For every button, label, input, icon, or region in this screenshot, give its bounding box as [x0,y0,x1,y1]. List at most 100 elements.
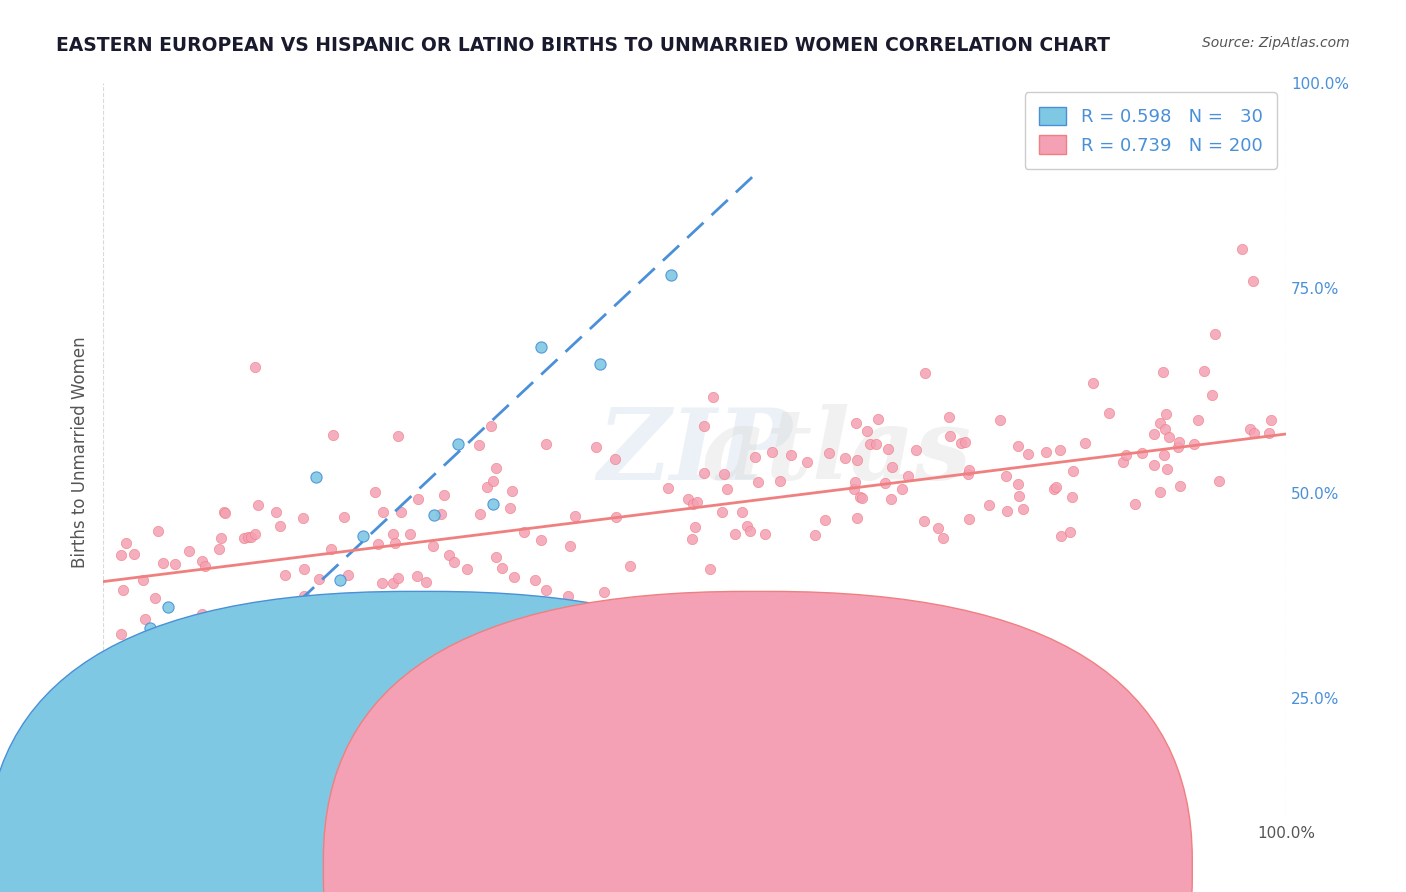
Point [389,505,412,519]
Point [814,513,837,527]
Point [873,475,896,490]
Point [585,440,607,454]
Point [333,626,356,640]
Point [977,499,1000,513]
Point [292,561,315,575]
Point [368,595,391,609]
Point [406,569,429,583]
Point [1243,425,1265,440]
Point [713,467,735,482]
Point [513,525,536,540]
Point [371,576,394,591]
Point [1059,525,1081,540]
Point [139,621,162,635]
Point [501,484,523,499]
Point [724,527,747,541]
Point [257,690,280,704]
Point [957,463,980,477]
Point [1115,448,1137,462]
Point [468,438,491,452]
Point [735,519,758,533]
Point [352,529,374,543]
Point [415,574,437,589]
Point [686,494,709,508]
Point [845,416,868,430]
Point [534,436,557,450]
Point [1239,422,1261,436]
Text: ZIP: ZIP [598,404,792,500]
Point [603,451,626,466]
Text: atlas: atlas [702,404,972,500]
Point [499,501,522,516]
Point [754,527,776,541]
Point [232,531,254,545]
Point [336,568,359,582]
Point [931,532,953,546]
Point [110,626,132,640]
Point [387,429,409,443]
Point [322,640,344,655]
Point [114,535,136,549]
Point [190,607,212,622]
Point [880,491,903,506]
Point [388,606,411,620]
Point [321,541,343,556]
Point [564,509,586,524]
Point [305,470,328,484]
Point [145,745,167,759]
Point [1112,455,1135,469]
Point [243,360,266,375]
Point [447,437,470,451]
Point [1062,465,1084,479]
Point [938,410,960,425]
Point [558,539,581,553]
Point [1074,436,1097,450]
Point [522,685,544,699]
Point [744,450,766,464]
Point [367,537,389,551]
Point [233,719,256,733]
Point [180,729,202,743]
Point [134,612,156,626]
Point [443,555,465,569]
Point [1045,480,1067,494]
Point [731,505,754,519]
Point [212,505,235,519]
Point [269,519,291,533]
Point [157,600,180,615]
Point [214,506,236,520]
Point [143,591,166,605]
Point [1159,430,1181,444]
Point [332,509,354,524]
Point [174,660,197,674]
Point [132,574,155,588]
Point [905,442,928,457]
Point [865,437,887,451]
Point [876,442,898,456]
Point [1081,376,1104,391]
Point [191,554,214,568]
Point [681,532,703,546]
Point [1007,476,1029,491]
Point [859,437,882,451]
Point [112,583,135,598]
Point [844,475,866,489]
Point [834,451,856,466]
Point [530,340,553,354]
Point [851,491,873,505]
Point [657,481,679,495]
Point [292,511,315,525]
Point [381,575,404,590]
Point [245,526,267,541]
Point [364,485,387,500]
Point [222,698,245,712]
Point [1154,407,1177,421]
Point [845,452,868,467]
Point [491,560,513,574]
Point [953,435,976,450]
Point [592,585,614,599]
Point [150,739,173,754]
Point [1043,482,1066,496]
Point [207,542,229,557]
Point [703,598,725,612]
